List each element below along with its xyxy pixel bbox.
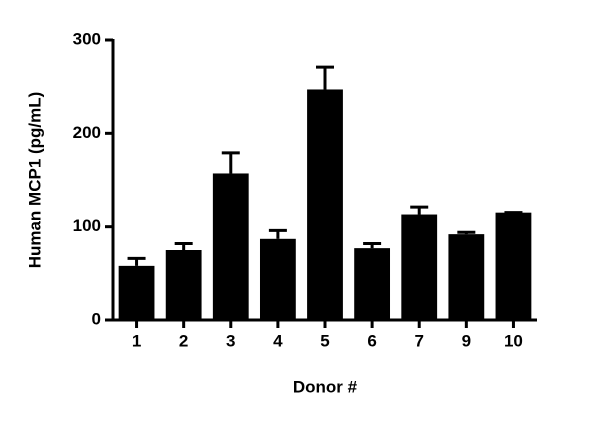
bar (448, 234, 485, 320)
x-axis-label: Donor # (293, 377, 358, 396)
y-tick-label: 100 (73, 216, 101, 235)
x-tick-label: 3 (226, 331, 235, 350)
x-tick-label: 4 (273, 331, 283, 350)
bar (259, 238, 296, 320)
y-tick-label: 200 (73, 123, 101, 142)
x-tick-label: 6 (367, 331, 376, 350)
bar (354, 248, 391, 320)
bar (212, 173, 249, 320)
x-tick-label: 2 (179, 331, 188, 350)
bar (118, 265, 155, 320)
bar (495, 212, 532, 320)
y-tick-label: 0 (92, 309, 101, 328)
x-tick-label: 9 (462, 331, 471, 350)
y-axis-label: Human MCP1 (pg/mL) (25, 92, 44, 269)
bar (307, 89, 343, 320)
bar (401, 214, 438, 320)
y-tick-label: 300 (73, 29, 101, 48)
x-tick-label: 10 (504, 331, 523, 350)
x-tick-label: 1 (132, 331, 141, 350)
x-tick-label: 7 (414, 331, 423, 350)
x-tick-label: 5 (320, 331, 329, 350)
bar (165, 250, 202, 320)
